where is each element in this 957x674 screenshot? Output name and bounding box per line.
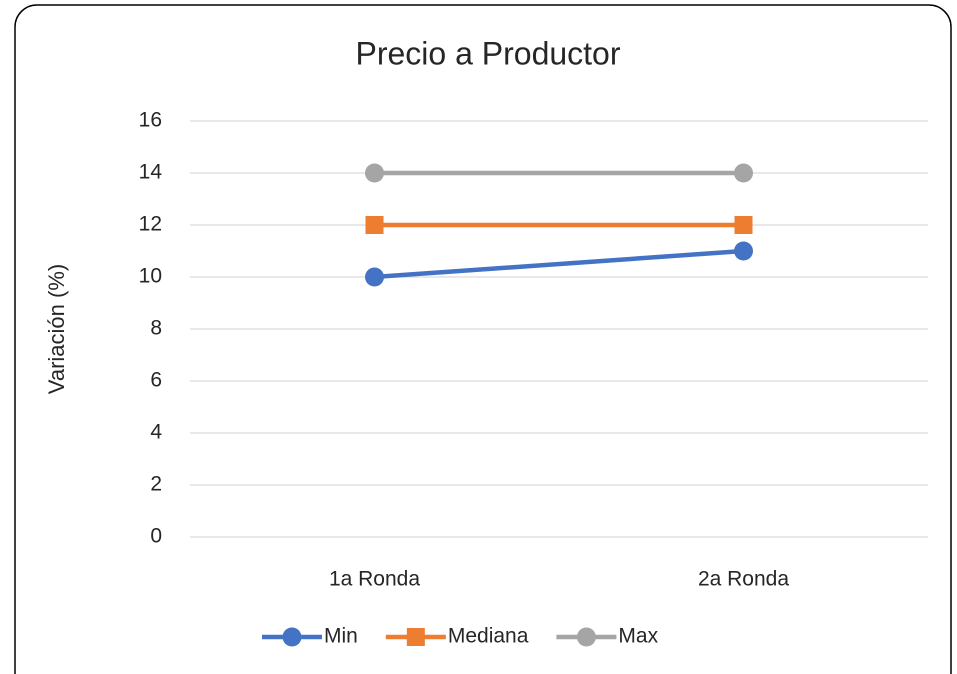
chart-title: Precio a Productor	[355, 35, 620, 71]
y-axis-label: Variación (%)	[44, 264, 69, 394]
series-line	[374, 248, 744, 280]
y-tick-label: 6	[150, 369, 162, 392]
legend-label: Mediana	[448, 625, 529, 648]
x-tick-label: 2a Ronda	[698, 568, 789, 591]
data-point	[734, 216, 753, 234]
legend-label: Max	[618, 625, 658, 648]
legend-marker	[282, 627, 302, 647]
legend-marker	[406, 628, 425, 646]
legend-marker	[576, 627, 596, 647]
y-tick-label: 16	[139, 109, 162, 132]
y-tick-label: 4	[150, 421, 162, 444]
y-tick-label: 12	[139, 213, 162, 236]
y-tick-label: 2	[150, 473, 162, 496]
data-point	[365, 216, 384, 234]
x-tick-label: 1a Ronda	[329, 568, 420, 591]
data-point	[734, 241, 753, 261]
data-point	[734, 163, 753, 183]
y-tick-label: 8	[150, 317, 162, 340]
y-tick-label: 10	[139, 265, 162, 288]
y-tick-label: 0	[150, 525, 162, 548]
data-point	[365, 267, 384, 287]
legend-label: Min	[324, 625, 358, 648]
y-tick-label: 14	[139, 161, 163, 184]
data-point	[365, 163, 384, 183]
